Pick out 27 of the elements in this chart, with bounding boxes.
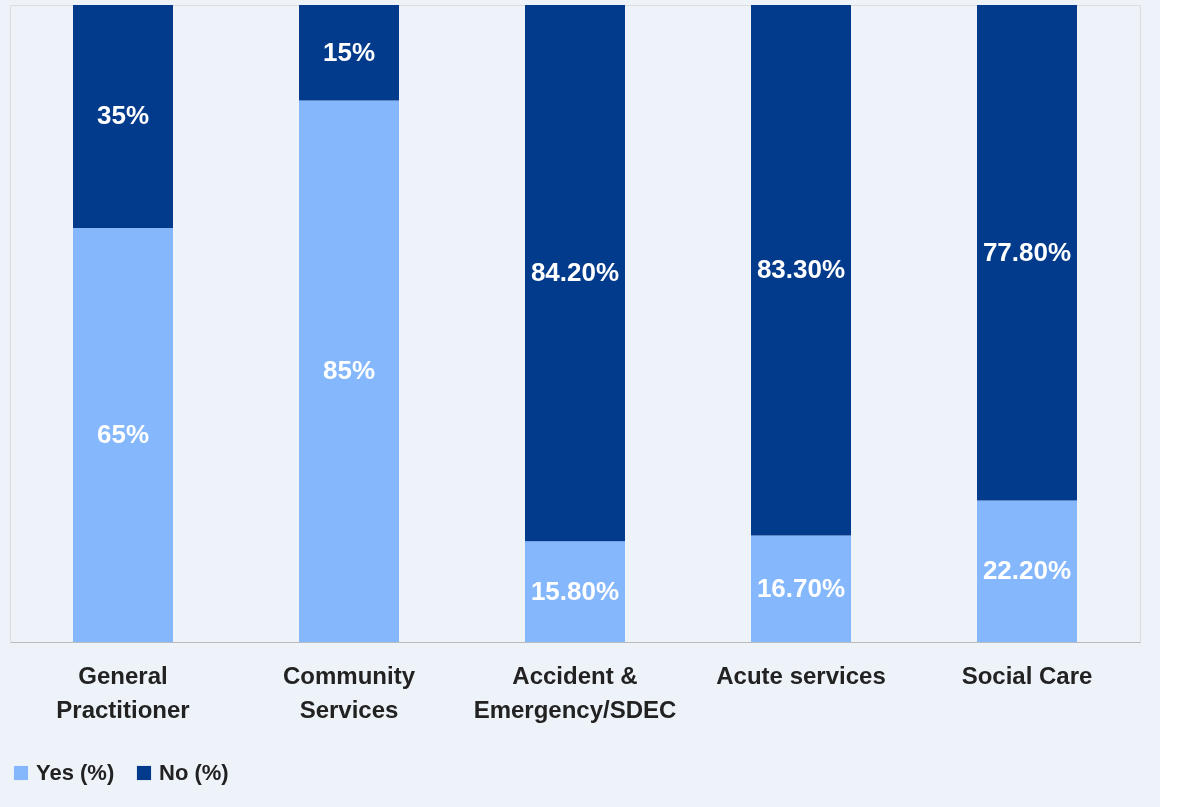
data-label: 16.70% — [756, 572, 846, 603]
bar — [977, 5, 1077, 501]
bar — [751, 535, 851, 642]
data-label: 77.80% — [982, 236, 1072, 267]
bar — [299, 5, 399, 101]
x-tick-label: General Practitioner — [56, 661, 190, 723]
data-label: 35% — [96, 100, 150, 131]
x-tick-label: Community Services — [283, 661, 416, 723]
data-label: 15.80% — [530, 575, 620, 606]
legend-label: Yes (%) — [36, 760, 115, 785]
x-tick-label: Accident & Emergency/SDEC — [473, 661, 677, 723]
data-label: 65% — [96, 418, 150, 449]
bar — [299, 100, 399, 642]
bar — [525, 541, 625, 642]
x-tick-label: Social Care — [961, 661, 1093, 689]
bar — [73, 5, 173, 228]
data-label: 22.20% — [982, 555, 1072, 586]
data-label: 84.20% — [530, 257, 620, 288]
bar — [73, 227, 173, 642]
bar — [977, 500, 1077, 642]
bar — [525, 5, 625, 542]
data-label: 83.30% — [756, 254, 846, 285]
data-label: 15% — [322, 36, 376, 67]
data-label: 85% — [322, 355, 376, 386]
legend-label: No (%) — [159, 760, 229, 785]
x-tick-label: Acute services — [716, 661, 886, 689]
bar — [751, 5, 851, 536]
